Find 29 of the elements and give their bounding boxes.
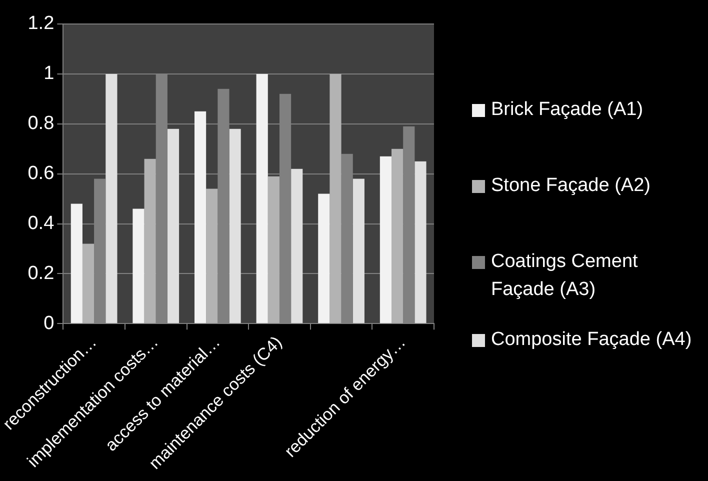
bar <box>106 74 118 324</box>
bar <box>352 178 364 324</box>
legend-label: Composite Façade (A4) <box>491 328 692 352</box>
bar <box>229 128 241 324</box>
bar <box>414 161 426 324</box>
bar <box>330 74 342 324</box>
bar <box>132 208 144 324</box>
y-tick-label: 0.6 <box>28 163 54 184</box>
bar <box>70 204 82 324</box>
bar <box>318 194 330 324</box>
y-tick-label: 0.8 <box>28 113 54 134</box>
bar <box>392 148 404 324</box>
legend-label: Coatings Cement Façade (A3) <box>491 250 639 302</box>
y-tick-label: 0 <box>44 312 54 334</box>
bar <box>256 74 268 324</box>
bar <box>268 176 280 324</box>
y-tick-label: 0.4 <box>28 212 55 234</box>
legend-label: Brick Façade (A1) <box>491 98 644 122</box>
y-tick-label: 1.2 <box>28 13 54 34</box>
bar <box>82 244 94 324</box>
bar <box>144 158 156 324</box>
bar <box>167 128 180 324</box>
y-tick-label: 0.2 <box>28 262 54 284</box>
legend-label: Stone Façade (A2) <box>491 174 650 198</box>
bar <box>206 188 218 324</box>
bar <box>194 111 206 324</box>
bar <box>291 168 303 324</box>
y-tick-label: 1 <box>44 63 54 84</box>
bar <box>380 156 392 324</box>
